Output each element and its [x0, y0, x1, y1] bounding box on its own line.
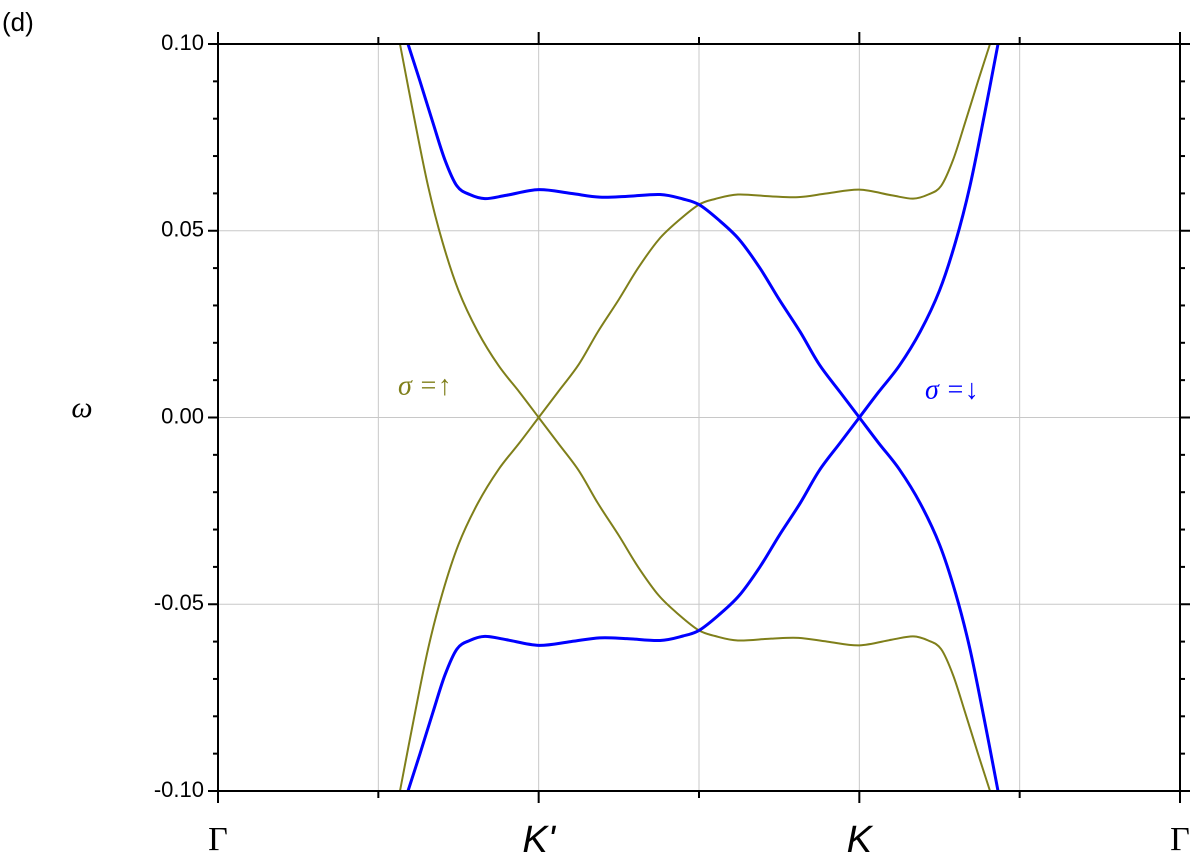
y-tick-label: -0.10	[154, 777, 204, 802]
band-line	[398, 43, 991, 792]
annotation: σ =↓	[925, 374, 979, 405]
y-tick-label: -0.05	[154, 590, 204, 615]
x-tick-label: Γ	[1170, 821, 1190, 858]
y-tick-label: 0.00	[161, 403, 204, 428]
band-line	[406, 43, 1000, 792]
y-axis-label: ω	[71, 391, 92, 424]
band-line	[398, 43, 991, 792]
x-tick-label: Γ	[208, 821, 228, 858]
y-tick-label: 0.10	[161, 30, 204, 55]
band-line	[406, 43, 1000, 792]
x-tick-label: K	[847, 819, 874, 861]
y-tick-label: 0.05	[161, 217, 204, 242]
panel-label: (d)	[2, 7, 34, 37]
x-tick-label: K'	[522, 819, 556, 861]
annotation: σ =↑	[398, 370, 452, 401]
